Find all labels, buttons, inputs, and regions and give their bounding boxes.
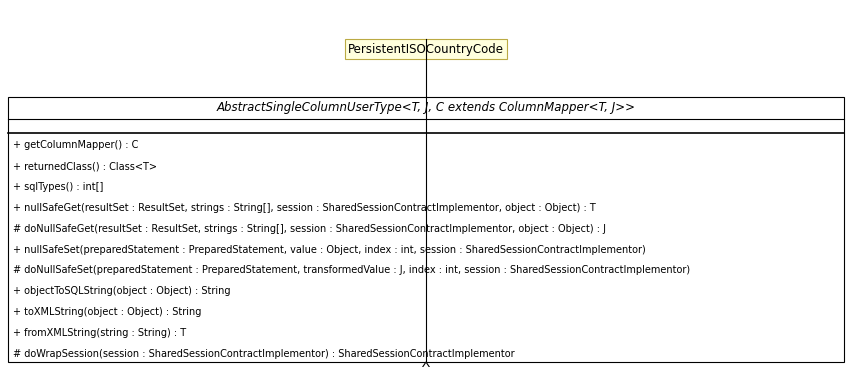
Text: + nullSafeGet(resultSet : ResultSet, strings : String[], session : SharedSession: + nullSafeGet(resultSet : ResultSet, str… (13, 203, 596, 213)
Bar (345, 39, 507, 59)
Text: # doNullSafeGet(resultSet : ResultSet, strings : String[], session : SharedSessi: # doNullSafeGet(resultSet : ResultSet, s… (13, 224, 606, 234)
Text: + objectToSQLString(object : Object) : String: + objectToSQLString(object : Object) : S… (13, 286, 231, 296)
Text: + getColumnMapper() : C: + getColumnMapper() : C (13, 141, 138, 150)
Text: + returnedClass() : Class<T>: + returnedClass() : Class<T> (13, 161, 157, 171)
Text: # doWrapSession(session : SharedSessionContractImplementor) : SharedSessionContr: # doWrapSession(session : SharedSessionC… (13, 349, 515, 359)
Text: AbstractSingleColumnUserType<T, J, C extends ColumnMapper<T, J>>: AbstractSingleColumnUserType<T, J, C ext… (216, 102, 636, 115)
Text: # doNullSafeSet(preparedStatement : PreparedStatement, transformedValue : J, ind: # doNullSafeSet(preparedStatement : Prep… (13, 265, 690, 275)
Text: + fromXMLString(string : String) : T: + fromXMLString(string : String) : T (13, 328, 186, 338)
Text: + toXMLString(object : Object) : String: + toXMLString(object : Object) : String (13, 307, 201, 317)
Bar (8, 97, 844, 362)
Text: PersistentISOCountryCode: PersistentISOCountryCode (348, 43, 504, 55)
Polygon shape (420, 362, 432, 367)
Text: + sqlTypes() : int[]: + sqlTypes() : int[] (13, 182, 103, 192)
Text: + nullSafeSet(preparedStatement : PreparedStatement, value : Object, index : int: + nullSafeSet(preparedStatement : Prepar… (13, 244, 646, 255)
